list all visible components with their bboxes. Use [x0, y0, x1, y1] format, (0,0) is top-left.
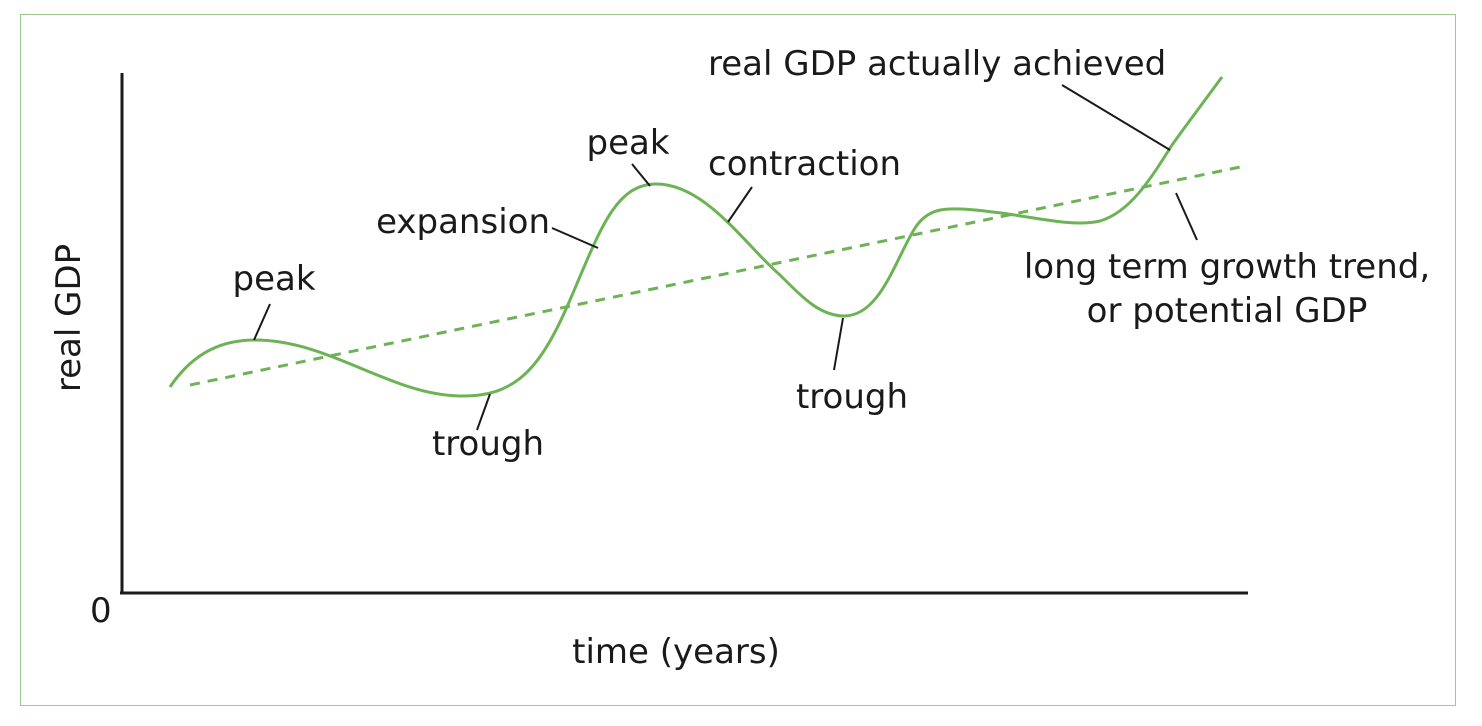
expansion-leader [551, 227, 599, 249]
y-axis-label: real GDP [49, 244, 89, 392]
x-axis-label: time (years) [572, 632, 780, 672]
peak-1-label: peak [232, 259, 315, 299]
trend-label-line-2: or potential GDP [1087, 291, 1368, 331]
peak-2-label: peak [586, 123, 669, 163]
real-gdp-curve [168, 76, 1224, 398]
actual-gdp-label: real GDP actually achieved [708, 44, 1166, 84]
peak-2-leader [631, 163, 651, 187]
contraction-label: contraction [708, 144, 901, 184]
trough-1-label: trough [432, 424, 544, 464]
actual-gdp-leader [1061, 84, 1171, 151]
origin-label: 0 [90, 591, 112, 631]
expansion-label: expansion [376, 202, 550, 242]
trend-label-line-1: long term growth trend, [1024, 247, 1430, 287]
peak-1-leader [253, 303, 271, 341]
contraction-leader [727, 186, 753, 223]
trough-1-leader [476, 393, 491, 431]
trend-leader [1175, 192, 1198, 241]
trough-2-leader [833, 317, 844, 371]
figure-frame [20, 14, 1456, 706]
trough-2-label: trough [796, 377, 908, 417]
